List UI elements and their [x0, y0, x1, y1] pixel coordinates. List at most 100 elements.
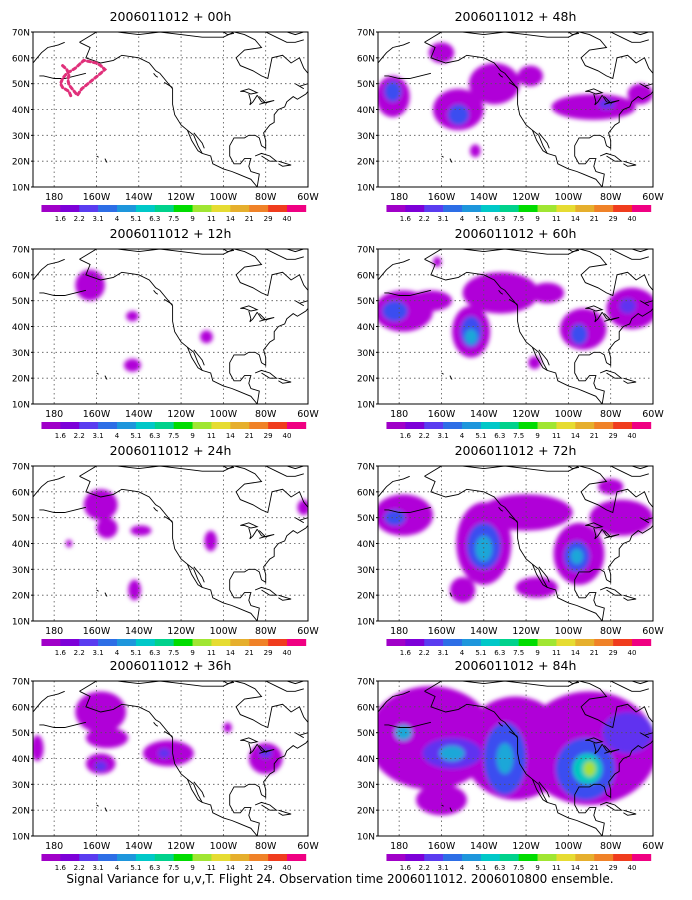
coastline — [248, 742, 258, 755]
coastline — [39, 289, 87, 296]
colorbar-swatch — [98, 639, 118, 646]
coastline — [33, 475, 65, 498]
colorbar-swatch — [537, 205, 557, 212]
colorbar-swatch — [249, 205, 269, 212]
coastline — [441, 589, 444, 592]
lon-tick-label: 60W — [642, 409, 664, 420]
colorbar-label: 6.3 — [494, 215, 505, 223]
coastline — [259, 100, 275, 105]
colorbar-label: 2.2 — [74, 649, 85, 657]
colorbar-swatch — [173, 422, 193, 429]
coastline — [531, 779, 548, 803]
coastline — [193, 349, 205, 366]
coastline — [601, 744, 613, 753]
coastline — [538, 349, 550, 366]
lat-tick-label: 60N — [357, 271, 375, 281]
lat-tick-label: 30N — [357, 349, 375, 359]
coastline — [498, 507, 504, 512]
coastline — [256, 529, 268, 538]
colorbar-swatch — [173, 854, 193, 861]
colorbar-swatch — [443, 205, 463, 212]
variance-contour — [200, 330, 213, 344]
colorbar-swatch — [98, 205, 118, 212]
colorbar-swatch — [135, 422, 156, 429]
colorbar-label: 29 — [264, 215, 273, 223]
colorbar-swatch — [424, 639, 444, 646]
coastline — [104, 807, 108, 812]
colorbar-label: 11 — [207, 864, 216, 872]
colorbar-swatch — [424, 854, 444, 861]
variance-contour — [126, 311, 139, 322]
colorbar-label: 29 — [609, 864, 618, 872]
coastline — [104, 158, 108, 163]
lon-tick-label: 80W — [255, 626, 277, 637]
variance-contour — [528, 356, 541, 370]
variance-contour — [515, 577, 558, 598]
colorbar: 1.6 2.2 3.1 4 5.1 6.3 7.5 9 11 14 21 29 40 — [386, 639, 652, 657]
coastline — [96, 589, 99, 592]
variance-field — [75, 269, 213, 372]
lon-tick-label: 100W — [210, 626, 238, 637]
colorbar-swatch — [192, 205, 212, 212]
colorbar-label: 29 — [609, 215, 618, 223]
colorbar-swatch — [480, 422, 501, 429]
lat-tick-label: 20N — [357, 807, 375, 817]
coastline — [631, 681, 649, 685]
colorbar-swatch — [286, 422, 307, 429]
coastline — [378, 475, 410, 498]
coastline — [96, 372, 99, 375]
lon-tick-label: 180 — [390, 192, 408, 203]
colorbar: 1.6 2.2 3.1 4 5.1 6.3 7.5 9 11 14 21 29 40 — [41, 854, 307, 872]
lon-tick-label: 140W — [470, 409, 498, 420]
lat-tick-label: 20N — [357, 375, 375, 385]
coastline — [193, 566, 205, 583]
lon-tick-label: 100W — [555, 409, 583, 420]
variance-field — [378, 42, 653, 158]
lon-tick-label: 60W — [642, 626, 664, 637]
coastline — [265, 32, 304, 43]
colorbar-label: 6.3 — [494, 649, 505, 657]
coastline — [295, 507, 308, 524]
lat-tick-label: 40N — [12, 540, 30, 550]
coastline — [186, 779, 203, 803]
colorbar-label: 21 — [590, 215, 599, 223]
colorbar-label: 14 — [571, 432, 580, 440]
colorbar-swatch — [249, 639, 269, 646]
coastline — [378, 258, 410, 281]
variance-contour — [416, 784, 467, 816]
lon-tick-label: 60W — [297, 626, 319, 637]
colorbar-label: 5.1 — [475, 432, 486, 440]
lon-tick-label: 60W — [297, 192, 319, 203]
variance-field — [378, 686, 653, 816]
variance-contour — [384, 509, 406, 526]
colorbar-swatch — [499, 422, 519, 429]
colorbar-label: 11 — [552, 215, 561, 223]
coastline — [585, 305, 604, 312]
colorbar-swatch — [443, 639, 463, 646]
lat-tick-label: 50N — [357, 297, 375, 307]
lat-tick-label: 40N — [357, 106, 375, 116]
panel-title: 2006011012 + 00h — [110, 9, 232, 24]
map-panel-72h: 2006011012 + 72h 10N 20N 30N 40N 50N 60N 70N 180… — [357, 443, 665, 657]
lon-tick-label: 80W — [255, 409, 277, 420]
coastline — [449, 592, 453, 597]
colorbar-label: 1.6 — [55, 649, 67, 657]
lon-tick-label: 140W — [125, 192, 153, 203]
colorbar-label: 7.5 — [513, 864, 524, 872]
colorbar-label: 6.3 — [494, 432, 505, 440]
colorbar-swatch — [211, 205, 231, 212]
coastline — [593, 310, 603, 323]
lat-tick-label: 10N — [12, 833, 30, 843]
coastline — [259, 534, 275, 539]
colorbar-swatch — [518, 205, 538, 212]
variance-contour — [619, 298, 637, 314]
coastline — [424, 681, 653, 729]
coastline — [585, 88, 604, 95]
colorbar-label: 2.2 — [419, 649, 430, 657]
map-panel-60h: 2006011012 + 60h 10N 20N 30N 40N 50N 60N 70N 180… — [357, 226, 665, 440]
colorbar-swatch — [480, 639, 501, 646]
colorbar-label: 29 — [264, 864, 273, 872]
lat-tick-label: 20N — [12, 158, 30, 168]
lon-tick-label: 100W — [210, 409, 238, 420]
lon-tick-label: 180 — [390, 841, 408, 852]
